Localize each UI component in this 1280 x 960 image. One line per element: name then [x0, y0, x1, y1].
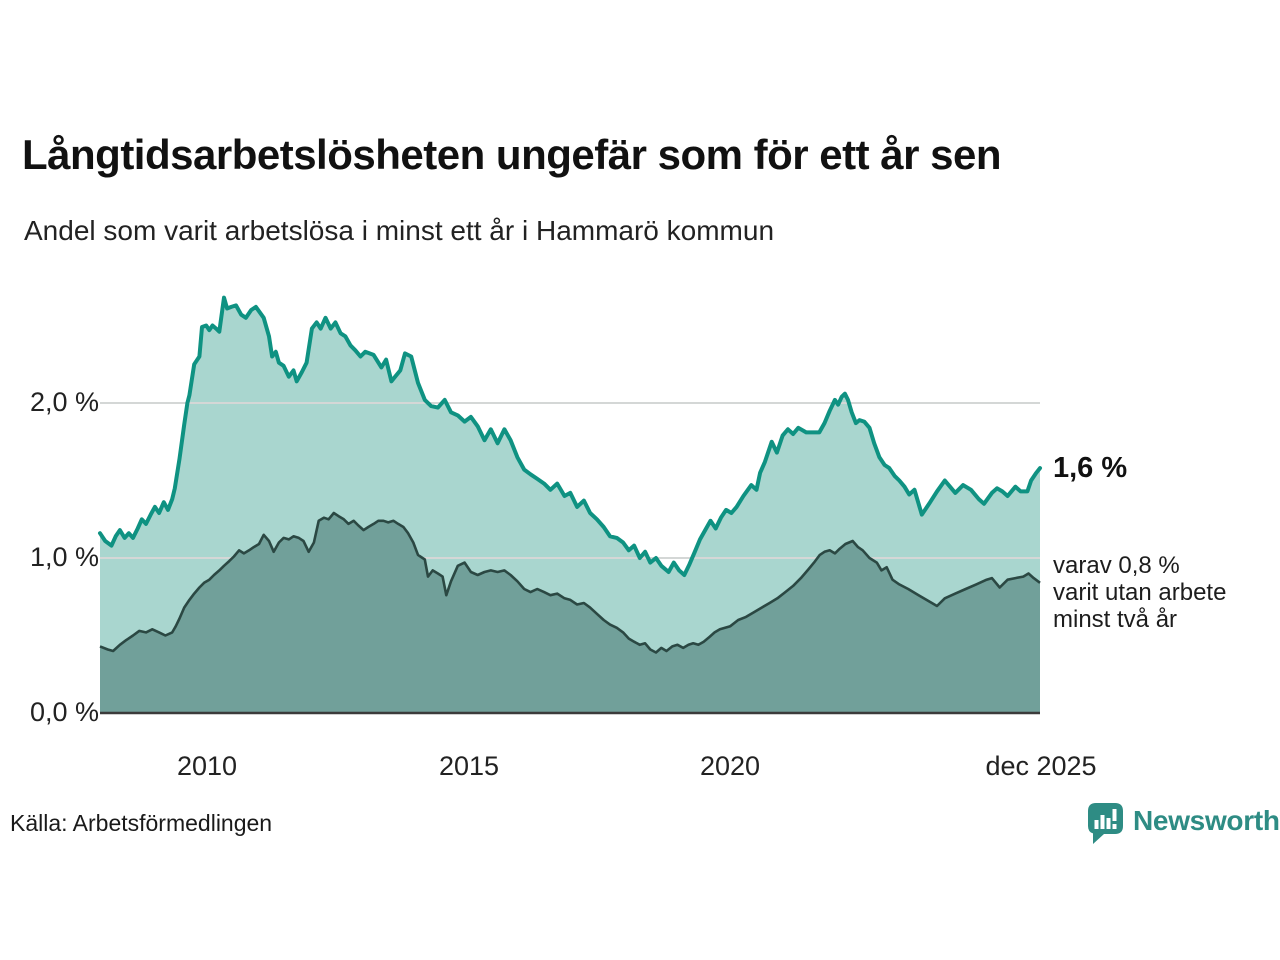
newsworthy-wordmark: Newsworthy: [1133, 805, 1280, 836]
line-two-years-series: [99, 511, 1041, 654]
y-axis-tick-2: 2,0 %: [30, 386, 100, 417]
newsworthy-bubble-chart-icon: [1088, 803, 1123, 844]
end-value-label-total: 1,6 %: [1053, 452, 1128, 484]
newsworthy-logo: Newsworthy: [1087, 802, 1280, 845]
x-axis-tick-dec-2025: dec 2025: [985, 751, 1097, 781]
x-axis-tick-2015: 2015: [438, 751, 500, 781]
chart-subtitle: Andel som varit arbetslösa i minst ett å…: [24, 215, 775, 246]
area-fill-two-years-series: [100, 513, 1040, 713]
end-value-annotation-two-years: varav 0,8 % varit utan arbete minst två …: [1053, 552, 1226, 633]
chart-title: Långtidsarbetslösheten ungefär som för e…: [22, 131, 1002, 178]
line-total-series: [98, 295, 1042, 577]
annotation-line-3: minst två år: [1053, 606, 1178, 633]
x-axis-tick-2020: 2020: [699, 751, 761, 781]
y-axis-tick-1: 1,0 %: [30, 541, 100, 572]
annotation-line-2: varit utan arbete: [1053, 579, 1227, 606]
source-label: Källa: Arbetsförmedlingen: [10, 810, 273, 836]
x-axis-tick-2010: 2010: [176, 751, 238, 781]
annotation-line-1: varav 0,8 %: [1053, 552, 1180, 579]
y-axis-tick-0: 0,0 %: [30, 696, 100, 727]
